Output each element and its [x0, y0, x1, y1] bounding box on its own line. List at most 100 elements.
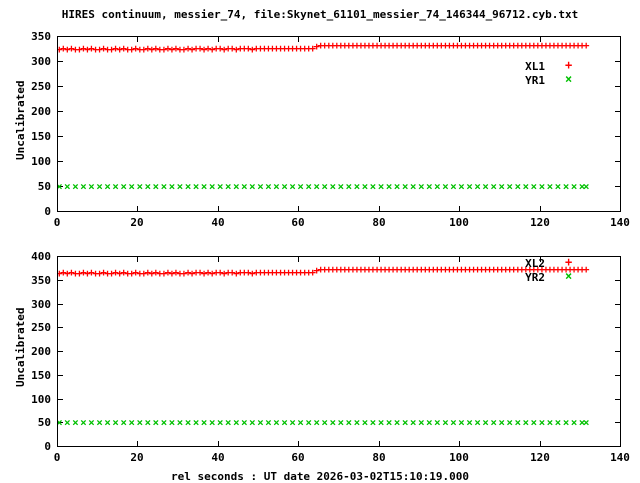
- data-point: ×: [582, 416, 590, 430]
- data-point: +: [184, 266, 192, 280]
- data-point: +: [514, 39, 522, 52]
- data-point: +: [393, 39, 401, 52]
- x-axis-tick-label: 20: [130, 216, 144, 229]
- data-point: +: [136, 266, 144, 280]
- legend-symbol-xl1: +: [565, 58, 573, 72]
- data-point: ×: [393, 416, 401, 430]
- data-point: +: [498, 263, 505, 277]
- data-point: +: [277, 42, 284, 55]
- data-point: +: [96, 266, 103, 280]
- data-point: ×: [538, 416, 546, 430]
- data-point: +: [58, 266, 63, 280]
- data-point: ×: [297, 180, 304, 193]
- data-point: ×: [554, 180, 562, 193]
- y-axis-tick-label: 200: [31, 105, 51, 118]
- data-point: +: [373, 263, 381, 277]
- data-point: +: [417, 39, 425, 52]
- data-point: +: [345, 39, 353, 52]
- data-point: +: [188, 42, 196, 56]
- data-point: +: [245, 42, 252, 55]
- data-point: +: [385, 263, 393, 277]
- data-point: +: [446, 39, 453, 52]
- data-point: +: [389, 39, 397, 52]
- data-point: +: [192, 266, 200, 280]
- data-point: ×: [200, 180, 208, 193]
- data-point: ×: [442, 180, 449, 193]
- data-point: ×: [192, 416, 200, 430]
- data-point: +: [466, 39, 473, 52]
- data-point: +: [530, 262, 538, 276]
- data-point: ×: [417, 180, 425, 193]
- data-point: +: [172, 266, 180, 280]
- data-point: +: [72, 266, 79, 280]
- data-point: ×: [96, 180, 103, 193]
- x-axis-tick: [459, 257, 460, 262]
- data-point: +: [494, 39, 501, 52]
- data-point: +: [160, 42, 168, 56]
- data-point: +: [325, 39, 333, 52]
- data-point: +: [498, 39, 505, 52]
- data-point: +: [506, 263, 514, 277]
- y-axis-tick: [615, 327, 620, 328]
- x-axis-tick: [218, 257, 219, 262]
- data-point: +: [337, 263, 345, 277]
- data-point: +: [148, 42, 156, 56]
- data-point: +: [100, 266, 107, 280]
- data-point: +: [120, 266, 127, 280]
- data-point: ×: [249, 416, 256, 430]
- data-point: +: [240, 42, 248, 55]
- data-point: +: [466, 263, 473, 277]
- data-point: +: [144, 266, 152, 280]
- data-point: +: [341, 263, 349, 277]
- data-point: ×: [514, 180, 522, 193]
- data-point: +: [245, 266, 252, 280]
- data-point: +: [160, 266, 168, 280]
- data-point: +: [192, 42, 200, 55]
- data-point: +: [438, 39, 445, 52]
- data-point: +: [550, 262, 558, 276]
- legend-label-yr2: YR2: [525, 271, 545, 284]
- data-point: +: [88, 42, 95, 55]
- data-point: +: [409, 39, 417, 52]
- data-point: +: [128, 42, 136, 56]
- data-point: +: [204, 266, 212, 280]
- data-point: ×: [136, 180, 144, 193]
- x-axis-title: rel seconds : UT date 2026-03-02T15:10:1…: [170, 470, 469, 483]
- data-point: +: [454, 263, 461, 277]
- data-point: +: [454, 39, 461, 52]
- x-axis-tick-label: 100: [449, 216, 469, 229]
- x-axis-tick-label: 20: [130, 451, 144, 464]
- data-point: +: [425, 263, 433, 277]
- x-axis-tick: [540, 206, 541, 211]
- data-point: +: [434, 39, 441, 52]
- y-axis-tick: [615, 256, 620, 257]
- x-axis-tick: [379, 257, 380, 262]
- data-point: +: [510, 263, 518, 277]
- y-axis-tick: [58, 327, 63, 328]
- data-point: +: [236, 42, 244, 55]
- x-axis-tick-label: 60: [291, 216, 305, 229]
- data-point: ×: [273, 180, 280, 193]
- data-point: +: [128, 266, 136, 280]
- data-point: ×: [273, 416, 280, 430]
- y-axis-tick: [615, 375, 620, 376]
- data-point: ×: [249, 180, 256, 193]
- data-point: +: [337, 39, 345, 52]
- data-point: ×: [265, 416, 272, 430]
- data-point: +: [417, 263, 425, 277]
- data-point: +: [116, 266, 123, 280]
- plot-data-area: + + + + + + + + + + + + + + + + + + + + + + + + + + + + + + + + + + + + + + + +…: [58, 37, 620, 211]
- data-point: +: [281, 266, 288, 280]
- data-point: +: [301, 266, 308, 280]
- data-point: ×: [434, 180, 441, 193]
- data-point: +: [156, 42, 164, 56]
- data-point: +: [172, 42, 180, 55]
- data-point: +: [438, 263, 445, 277]
- data-point: +: [470, 263, 477, 277]
- data-point: +: [405, 39, 413, 52]
- data-point: +: [140, 266, 148, 280]
- data-point: +: [534, 39, 542, 52]
- data-point: +: [58, 42, 63, 56]
- data-point: ×: [88, 180, 95, 193]
- data-point: +: [478, 39, 485, 52]
